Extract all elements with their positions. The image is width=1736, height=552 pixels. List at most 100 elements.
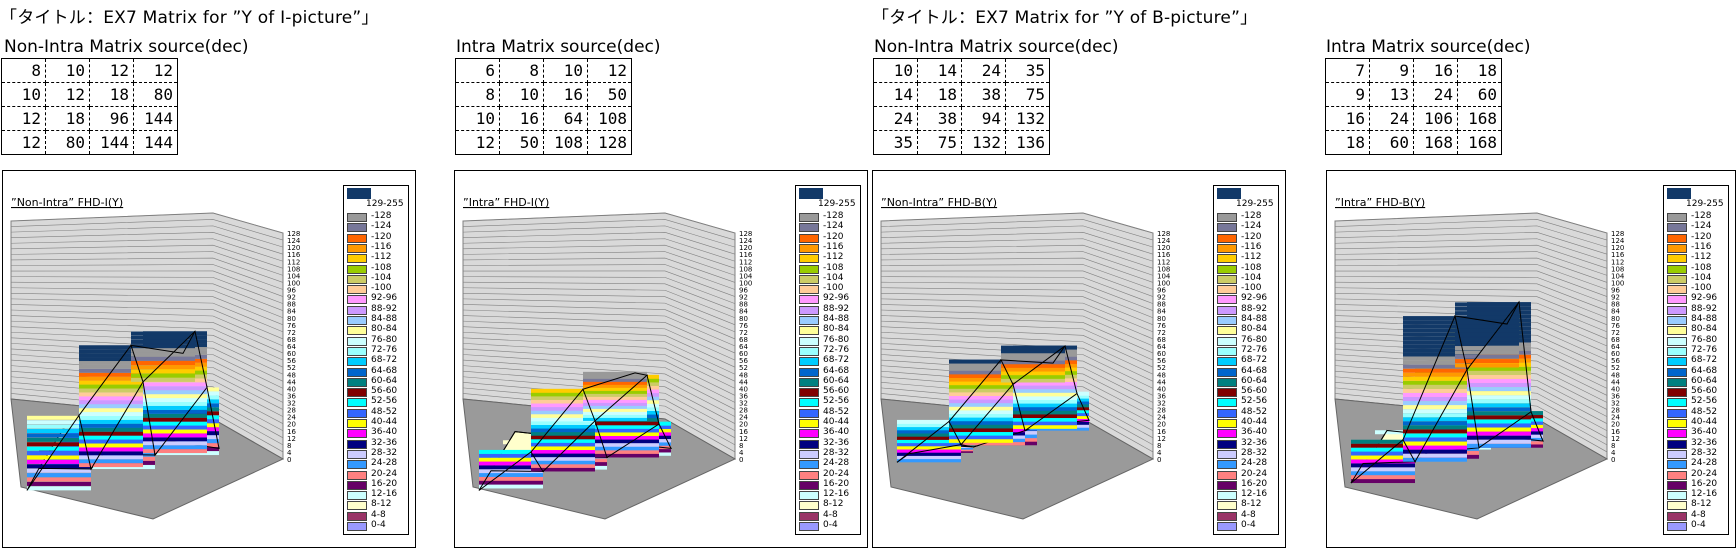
z-tick-label: 60 [287, 350, 296, 358]
legend-swatch [1217, 243, 1237, 253]
surface-band [595, 439, 659, 444]
legend-swatch [1217, 367, 1237, 377]
legend-label: -116 [823, 241, 844, 252]
matrix-cell: 75 [1005, 82, 1050, 107]
legend-swatch [1667, 398, 1687, 408]
matrix-row: 18 60 168 168 [1325, 130, 1502, 155]
surface-band [1467, 387, 1531, 392]
surface-band [27, 468, 91, 473]
surface-band [1013, 385, 1077, 390]
surface-band [1467, 383, 1531, 388]
z-tick-label: 112 [1157, 258, 1170, 266]
z-tick-label: 92 [739, 294, 748, 302]
matrix-cell: 18 [45, 106, 90, 131]
legend-label: -104 [1241, 272, 1262, 283]
z-tick-label: 36 [287, 392, 296, 400]
legend-label: -108 [371, 262, 392, 273]
gridline [880, 276, 1154, 304]
legend-swatch [799, 336, 819, 346]
legend-label: 92-96 [1241, 293, 1268, 304]
gridline [10, 348, 284, 396]
gridline [462, 232, 736, 255]
gridline [1334, 244, 1608, 269]
surface-band [949, 410, 1013, 415]
legend-label: 88-92 [371, 303, 398, 314]
matrix-row: 35 75 132 136 [873, 130, 1050, 155]
matrix-cell: 12 [133, 58, 178, 83]
legend-swatch [799, 408, 819, 418]
surface-band [531, 403, 595, 408]
legend-swatch [1667, 316, 1687, 325]
surface-band [583, 371, 647, 376]
surface-band [27, 481, 91, 486]
surface-band [79, 345, 143, 350]
z-tick-label: 116 [287, 251, 301, 259]
z-tick-label: 100 [287, 279, 300, 287]
legend-label: 88-92 [1241, 303, 1268, 314]
surface-band [531, 467, 595, 472]
surface-band [1455, 359, 1519, 364]
surface-band [1455, 350, 1519, 355]
legend-label: 16-20 [1241, 478, 1268, 489]
legend-swatch [347, 398, 367, 408]
surface-band [583, 410, 647, 415]
gridline [1334, 320, 1608, 361]
gridline [10, 244, 284, 269]
matrix-cell: 132 [961, 130, 1006, 155]
gridline [462, 354, 736, 403]
z-tick-label: 32 [1157, 400, 1166, 408]
legend-swatch [799, 254, 819, 264]
z-tick-label: 120 [1157, 244, 1170, 252]
gridline [462, 298, 736, 333]
surface-band [897, 426, 961, 431]
z-tick-label: 84 [287, 308, 296, 316]
legend-label: 40-44 [1691, 417, 1718, 427]
surface-band [1403, 413, 1467, 418]
legend-label: -108 [1241, 262, 1262, 273]
surface-band [583, 386, 647, 391]
z-tick-label: 116 [1611, 251, 1625, 259]
surface-band [1467, 407, 1531, 412]
matrix-cell: 24 [961, 58, 1006, 83]
surface-band [79, 360, 143, 365]
matrix-cell: 18 [89, 82, 134, 107]
matrix-cell: 16 [1413, 58, 1458, 83]
legend-label: -104 [823, 272, 844, 283]
legend-swatch [347, 243, 367, 253]
matrix-cell: 64 [543, 106, 588, 131]
z-tick-label: 112 [287, 258, 300, 266]
gridline [462, 326, 736, 368]
surface-band [143, 445, 207, 450]
z-tick-label: 0 [739, 456, 743, 464]
chart-legend: 129-255 -128 -124 -120 -116 -112 -108 -104 -100 9… [343, 185, 409, 535]
surface-band [1013, 410, 1077, 415]
surface-band [1403, 340, 1467, 345]
legend-label: -116 [1691, 241, 1712, 252]
gridline [1334, 326, 1608, 368]
legend-label: -128 [1241, 211, 1262, 221]
z-tick-label: 52 [1611, 364, 1620, 372]
surface-band [131, 377, 195, 382]
z-tick-label: 60 [1611, 350, 1620, 358]
legend-label: -100 [1241, 283, 1262, 294]
gridline [462, 393, 736, 453]
z-tick-label: 16 [1611, 428, 1620, 436]
legend-swatch [1667, 449, 1687, 459]
legend-swatch [1217, 233, 1237, 243]
matrix-cell: 35 [873, 130, 918, 155]
gridline [10, 343, 284, 389]
matrix-table: 6 8 10 12 8 10 16 50 10 16 64 108 12 50 108 128 [455, 58, 632, 155]
legend-label: 92-96 [823, 293, 850, 304]
z-tick-label: 12 [287, 435, 296, 443]
panel-title-i: 「タイトル：EX7 Matrix for ”Y of I-picture”」 [0, 8, 379, 28]
surface-band [79, 380, 143, 385]
gridline [10, 270, 284, 297]
legend-label: -100 [1691, 283, 1712, 294]
legend-swatch [1217, 419, 1237, 428]
z-tick-label: 96 [1157, 287, 1166, 295]
legend-label: 8-12 [1241, 499, 1262, 510]
legend-swatch [799, 233, 819, 243]
z-tick-label: 4 [287, 449, 292, 457]
gridline [880, 365, 1154, 417]
gridline [880, 348, 1154, 396]
